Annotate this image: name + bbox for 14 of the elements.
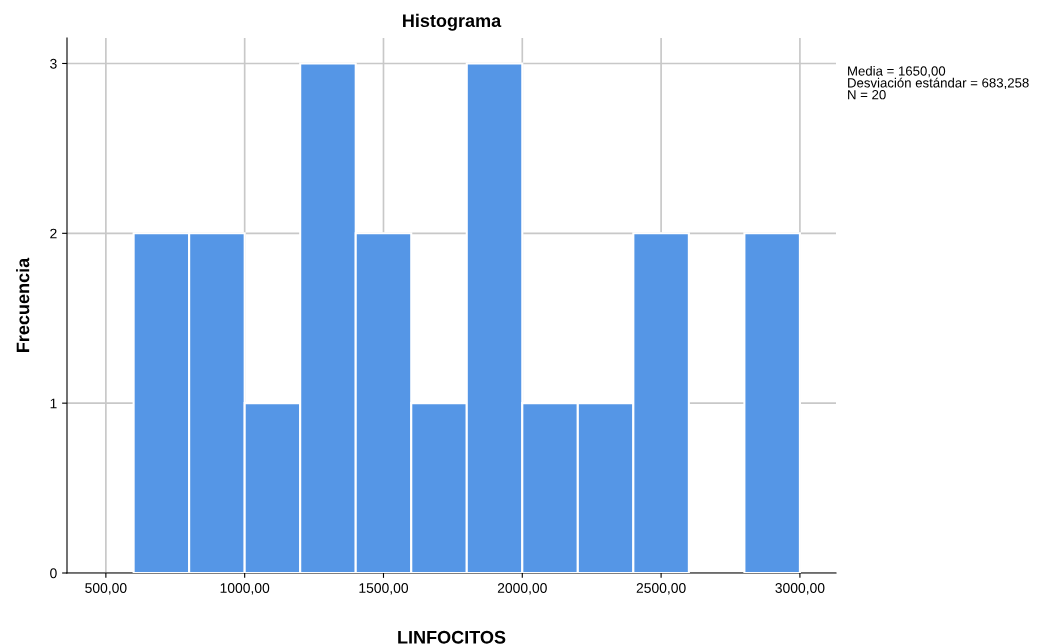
y-tick-label: 2: [50, 228, 57, 239]
y-tick-label: 3: [50, 58, 57, 69]
x-tick-label: 1000,00: [220, 583, 270, 595]
x-axis-title: LINFOCITOS: [398, 630, 506, 644]
x-tick-label: 3000,00: [775, 583, 825, 595]
x-tick-label: 500,00: [85, 583, 127, 595]
x-tick-label: 2000,00: [497, 583, 547, 595]
y-tick-label: 0: [50, 568, 57, 579]
text: Media = 1650,00 Desviación estándar = 683,258 N = 20: [848, 66, 1029, 100]
chart-title: Histograma: [403, 13, 502, 31]
y-tick-label: 1: [50, 398, 57, 409]
x-tick-label: 1500,00: [359, 583, 409, 595]
y-axis-title: Frecuencia: [16, 257, 30, 352]
x-tick-label: 2500,00: [636, 583, 686, 595]
